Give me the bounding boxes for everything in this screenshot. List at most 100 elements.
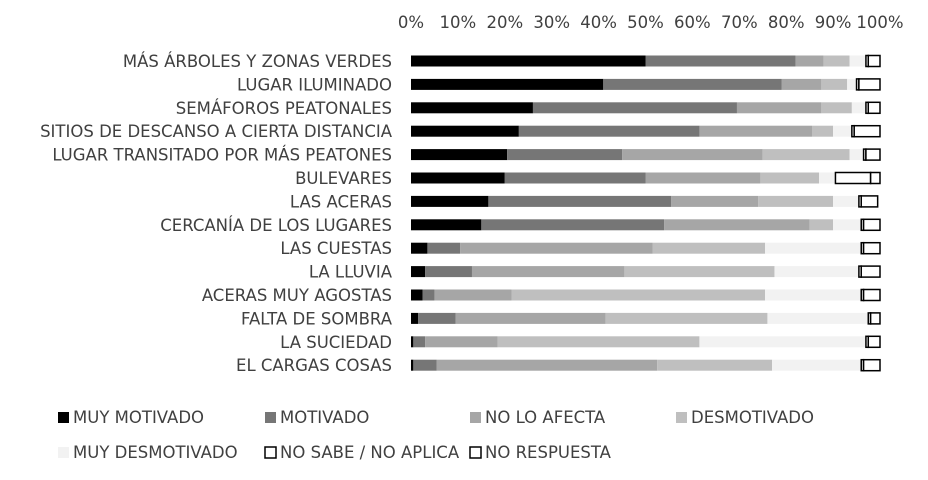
- bar-segment: [774, 266, 859, 278]
- bar-segment: [645, 172, 761, 184]
- category-label: LAS CUESTAS: [280, 239, 392, 258]
- legend: MUY MOTIVADO MOTIVADO NO LO AFECTA DESMOTIV…: [58, 408, 814, 462]
- bar-segment: [809, 219, 834, 231]
- bar-segment: [860, 265, 881, 278]
- bar-segment: [781, 78, 822, 90]
- bar-segment: [518, 125, 700, 137]
- legend-swatch: [469, 446, 482, 459]
- bar-segment: [758, 195, 834, 207]
- legend-swatch: [58, 412, 69, 423]
- bar-segment: [849, 55, 866, 67]
- legend-label: MUY MOTIVADO: [73, 408, 204, 427]
- bar-segment: [765, 242, 862, 254]
- bar-segment: [760, 172, 820, 184]
- bar-segment: [411, 149, 508, 161]
- bar-segment: [869, 312, 881, 325]
- bar-segment: [833, 219, 862, 231]
- category-label: SEMÁFOROS PEATONALES: [176, 99, 392, 118]
- bar-segment: [488, 195, 672, 207]
- bar-segment: [699, 336, 866, 348]
- x-axis-ticks: 0% 10% 20% 30% 40% 50% 60% 70% 80% 90% 100%: [398, 13, 904, 32]
- bar-segment: [411, 242, 428, 254]
- legend-label: NO LO AFECTA: [485, 408, 606, 427]
- x-tick-label: 70%: [721, 13, 758, 32]
- x-tick-label: 30%: [533, 13, 570, 32]
- bar-segment: [652, 242, 766, 254]
- bar-segment: [455, 312, 606, 324]
- bar-segment: [867, 335, 881, 349]
- bar-segment: [532, 102, 737, 114]
- legend-label: MUY DESMOTIVADO: [73, 443, 238, 462]
- bar-segment: [671, 195, 759, 207]
- category-label: FALTA DE SOMBRA: [241, 309, 393, 328]
- x-tick-label: 90%: [815, 13, 852, 32]
- bar-segment: [772, 359, 862, 371]
- bar-segment: [504, 172, 646, 184]
- bar-segment: [511, 289, 766, 301]
- bar-segment: [853, 124, 881, 138]
- category-label: LUGAR TRANSITADO POR MÁS PEATONES: [52, 146, 392, 165]
- category-label: EL CARGAS COSAS: [236, 356, 392, 375]
- bar-segment: [699, 125, 812, 137]
- legend-label: NO RESPUESTA: [485, 443, 612, 462]
- bar-segment: [427, 242, 461, 254]
- legend-label: NO SABE / NO APLICA: [280, 443, 460, 462]
- bar-segment: [736, 102, 822, 114]
- legend-swatch: [264, 446, 277, 459]
- bar-segment: [605, 312, 768, 324]
- legend-swatch: [470, 412, 481, 423]
- bar-segment: [436, 359, 658, 371]
- bar-segment: [411, 195, 489, 207]
- x-tick-label: 40%: [580, 13, 617, 32]
- bar-segment: [849, 149, 864, 161]
- bar-segment: [603, 78, 782, 90]
- bar-segment: [481, 219, 665, 231]
- legend-label: DESMOTIVADO: [691, 408, 814, 427]
- bar-segment: [851, 102, 866, 114]
- bar-segment: [411, 312, 419, 324]
- bar-segment: [862, 288, 881, 302]
- bar-segment: [869, 171, 881, 185]
- bar-segment: [497, 336, 700, 348]
- bar-segment: [821, 78, 848, 90]
- bar-segment: [862, 218, 881, 232]
- bar-segment: [411, 219, 482, 231]
- bar-segment: [858, 78, 881, 91]
- bar-segment: [862, 358, 881, 372]
- bar-segment: [795, 55, 824, 67]
- x-tick-label: 0%: [398, 13, 424, 32]
- bar-segment: [411, 359, 414, 371]
- x-tick-label: 20%: [486, 13, 523, 32]
- x-tick-label: 10%: [440, 13, 477, 32]
- category-label: LAS ACERAS: [290, 192, 392, 211]
- bar-segment: [425, 336, 498, 348]
- bar-segment: [833, 195, 859, 207]
- bar-segment: [413, 359, 437, 371]
- category-label: BULEVARES: [295, 169, 392, 188]
- bar-segment: [471, 266, 625, 278]
- category-label: LA LLUVIA: [309, 263, 393, 282]
- bar-segment: [762, 149, 850, 161]
- bar-segment: [664, 219, 810, 231]
- x-tick-label: 80%: [768, 13, 805, 32]
- bar-segment: [657, 359, 773, 371]
- category-label: LA SUCIEDAD: [280, 333, 392, 352]
- bar-segment: [821, 102, 852, 114]
- bar-segment: [411, 55, 646, 67]
- bar-segment: [819, 172, 836, 184]
- category-label: SITIOS DE DESCANSO A CIERTA DISTANCIA: [40, 122, 393, 141]
- bar-segment: [823, 55, 850, 67]
- category-label: LUGAR ILUMINADO: [237, 75, 392, 94]
- bars: [411, 54, 881, 372]
- bar-segment: [460, 242, 653, 254]
- bar-segment: [411, 172, 505, 184]
- bar-segment: [622, 149, 763, 161]
- bar-segment: [862, 241, 881, 255]
- category-label: CERCANÍA DE LOS LUGARES: [160, 216, 392, 235]
- bar-segment: [411, 336, 414, 348]
- bar-segment: [624, 266, 775, 278]
- category-labels: MÁS ÁRBOLES Y ZONAS VERDES LUGAR ILUMINAD…: [40, 52, 393, 375]
- category-label: ACERAS MUY AGOSTAS: [202, 286, 392, 305]
- bar-segment: [434, 289, 512, 301]
